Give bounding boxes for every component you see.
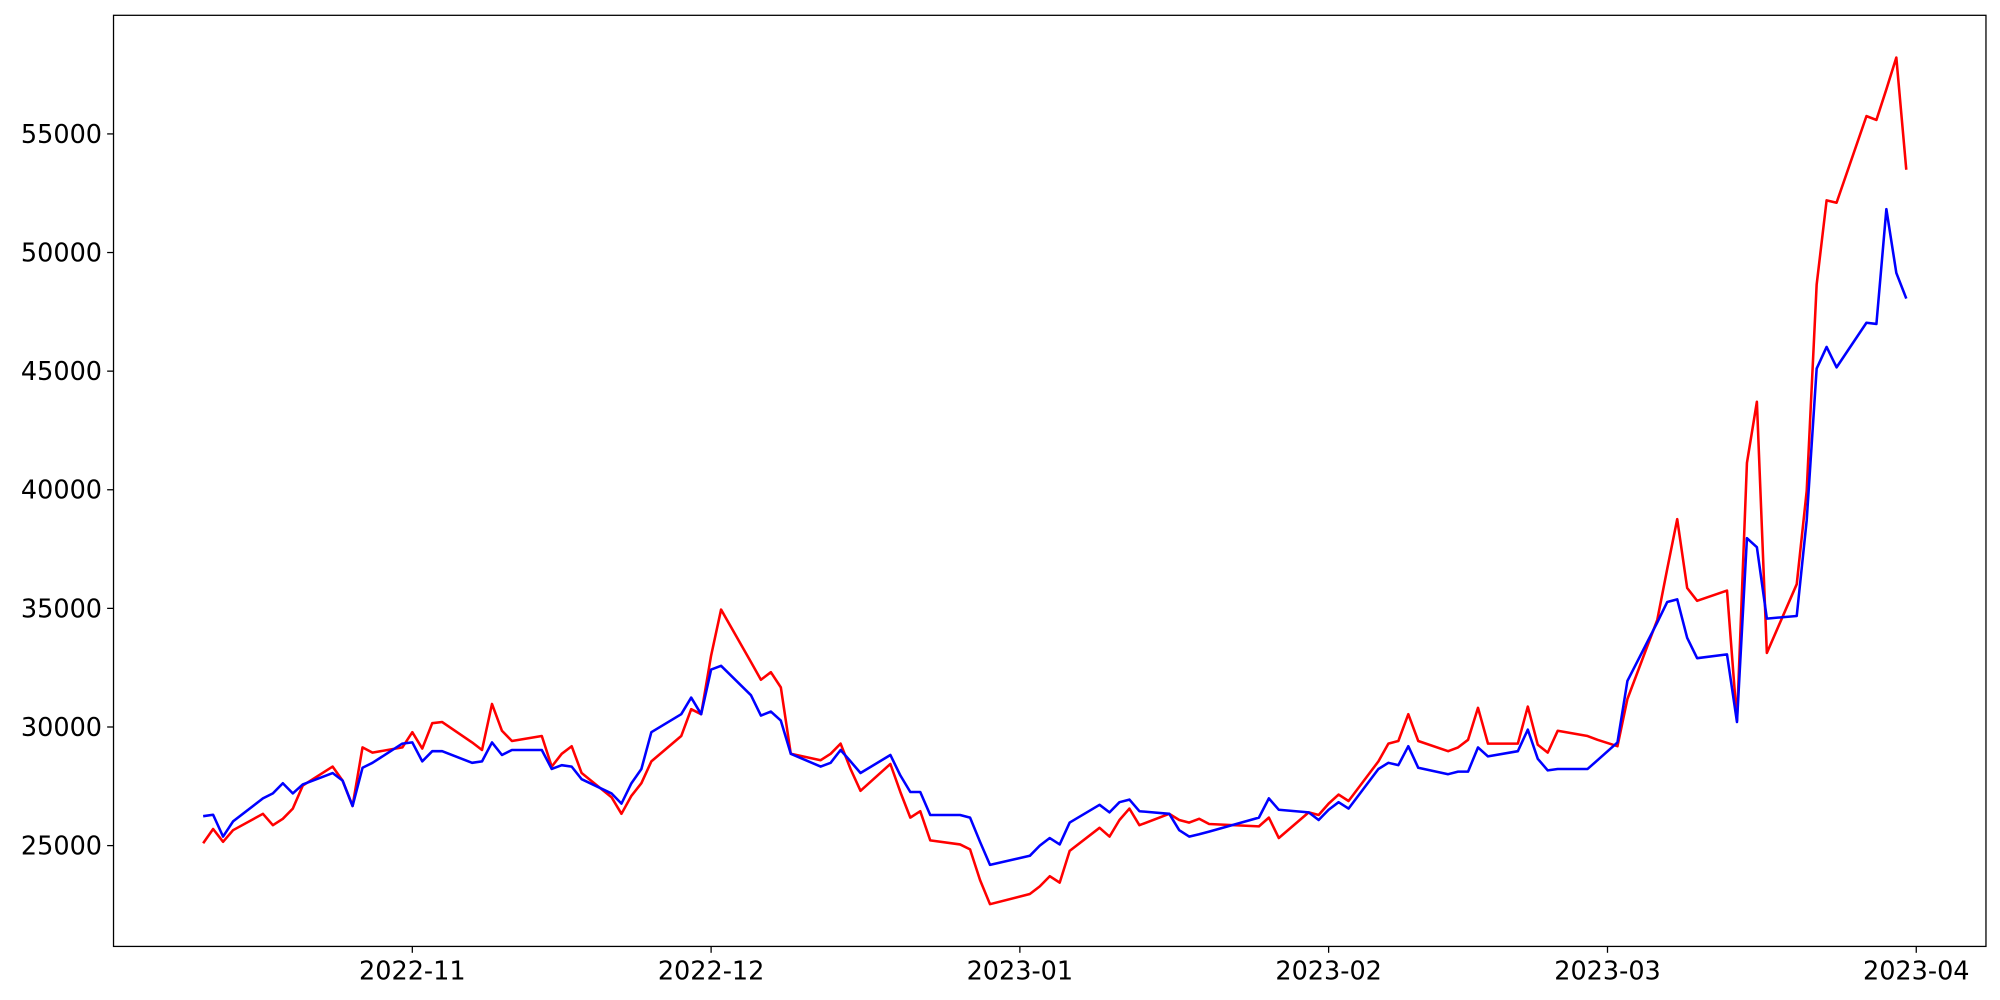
x-tick-label: 2023-01 <box>967 957 1074 987</box>
y-tick-label: 40000 <box>21 476 102 506</box>
line-series <box>202 56 1908 906</box>
y-tick-label: 45000 <box>21 357 102 387</box>
y-tick-label: 50000 <box>21 238 102 268</box>
y-tick-label: 30000 <box>21 713 102 743</box>
plot-frame <box>112 14 1987 948</box>
line-series <box>202 207 1908 867</box>
x-tick-label: 2022-12 <box>658 957 765 987</box>
x-tick-label: 2022-11 <box>359 957 466 987</box>
y-tick-label: 25000 <box>21 832 102 862</box>
x-tick-label: 2023-02 <box>1275 957 1382 987</box>
x-tick-label: 2023-03 <box>1554 957 1661 987</box>
y-tick-label: 35000 <box>21 594 102 624</box>
x-tick-label: 2023-04 <box>1863 957 1970 987</box>
y-tick-label: 55000 <box>21 120 102 150</box>
